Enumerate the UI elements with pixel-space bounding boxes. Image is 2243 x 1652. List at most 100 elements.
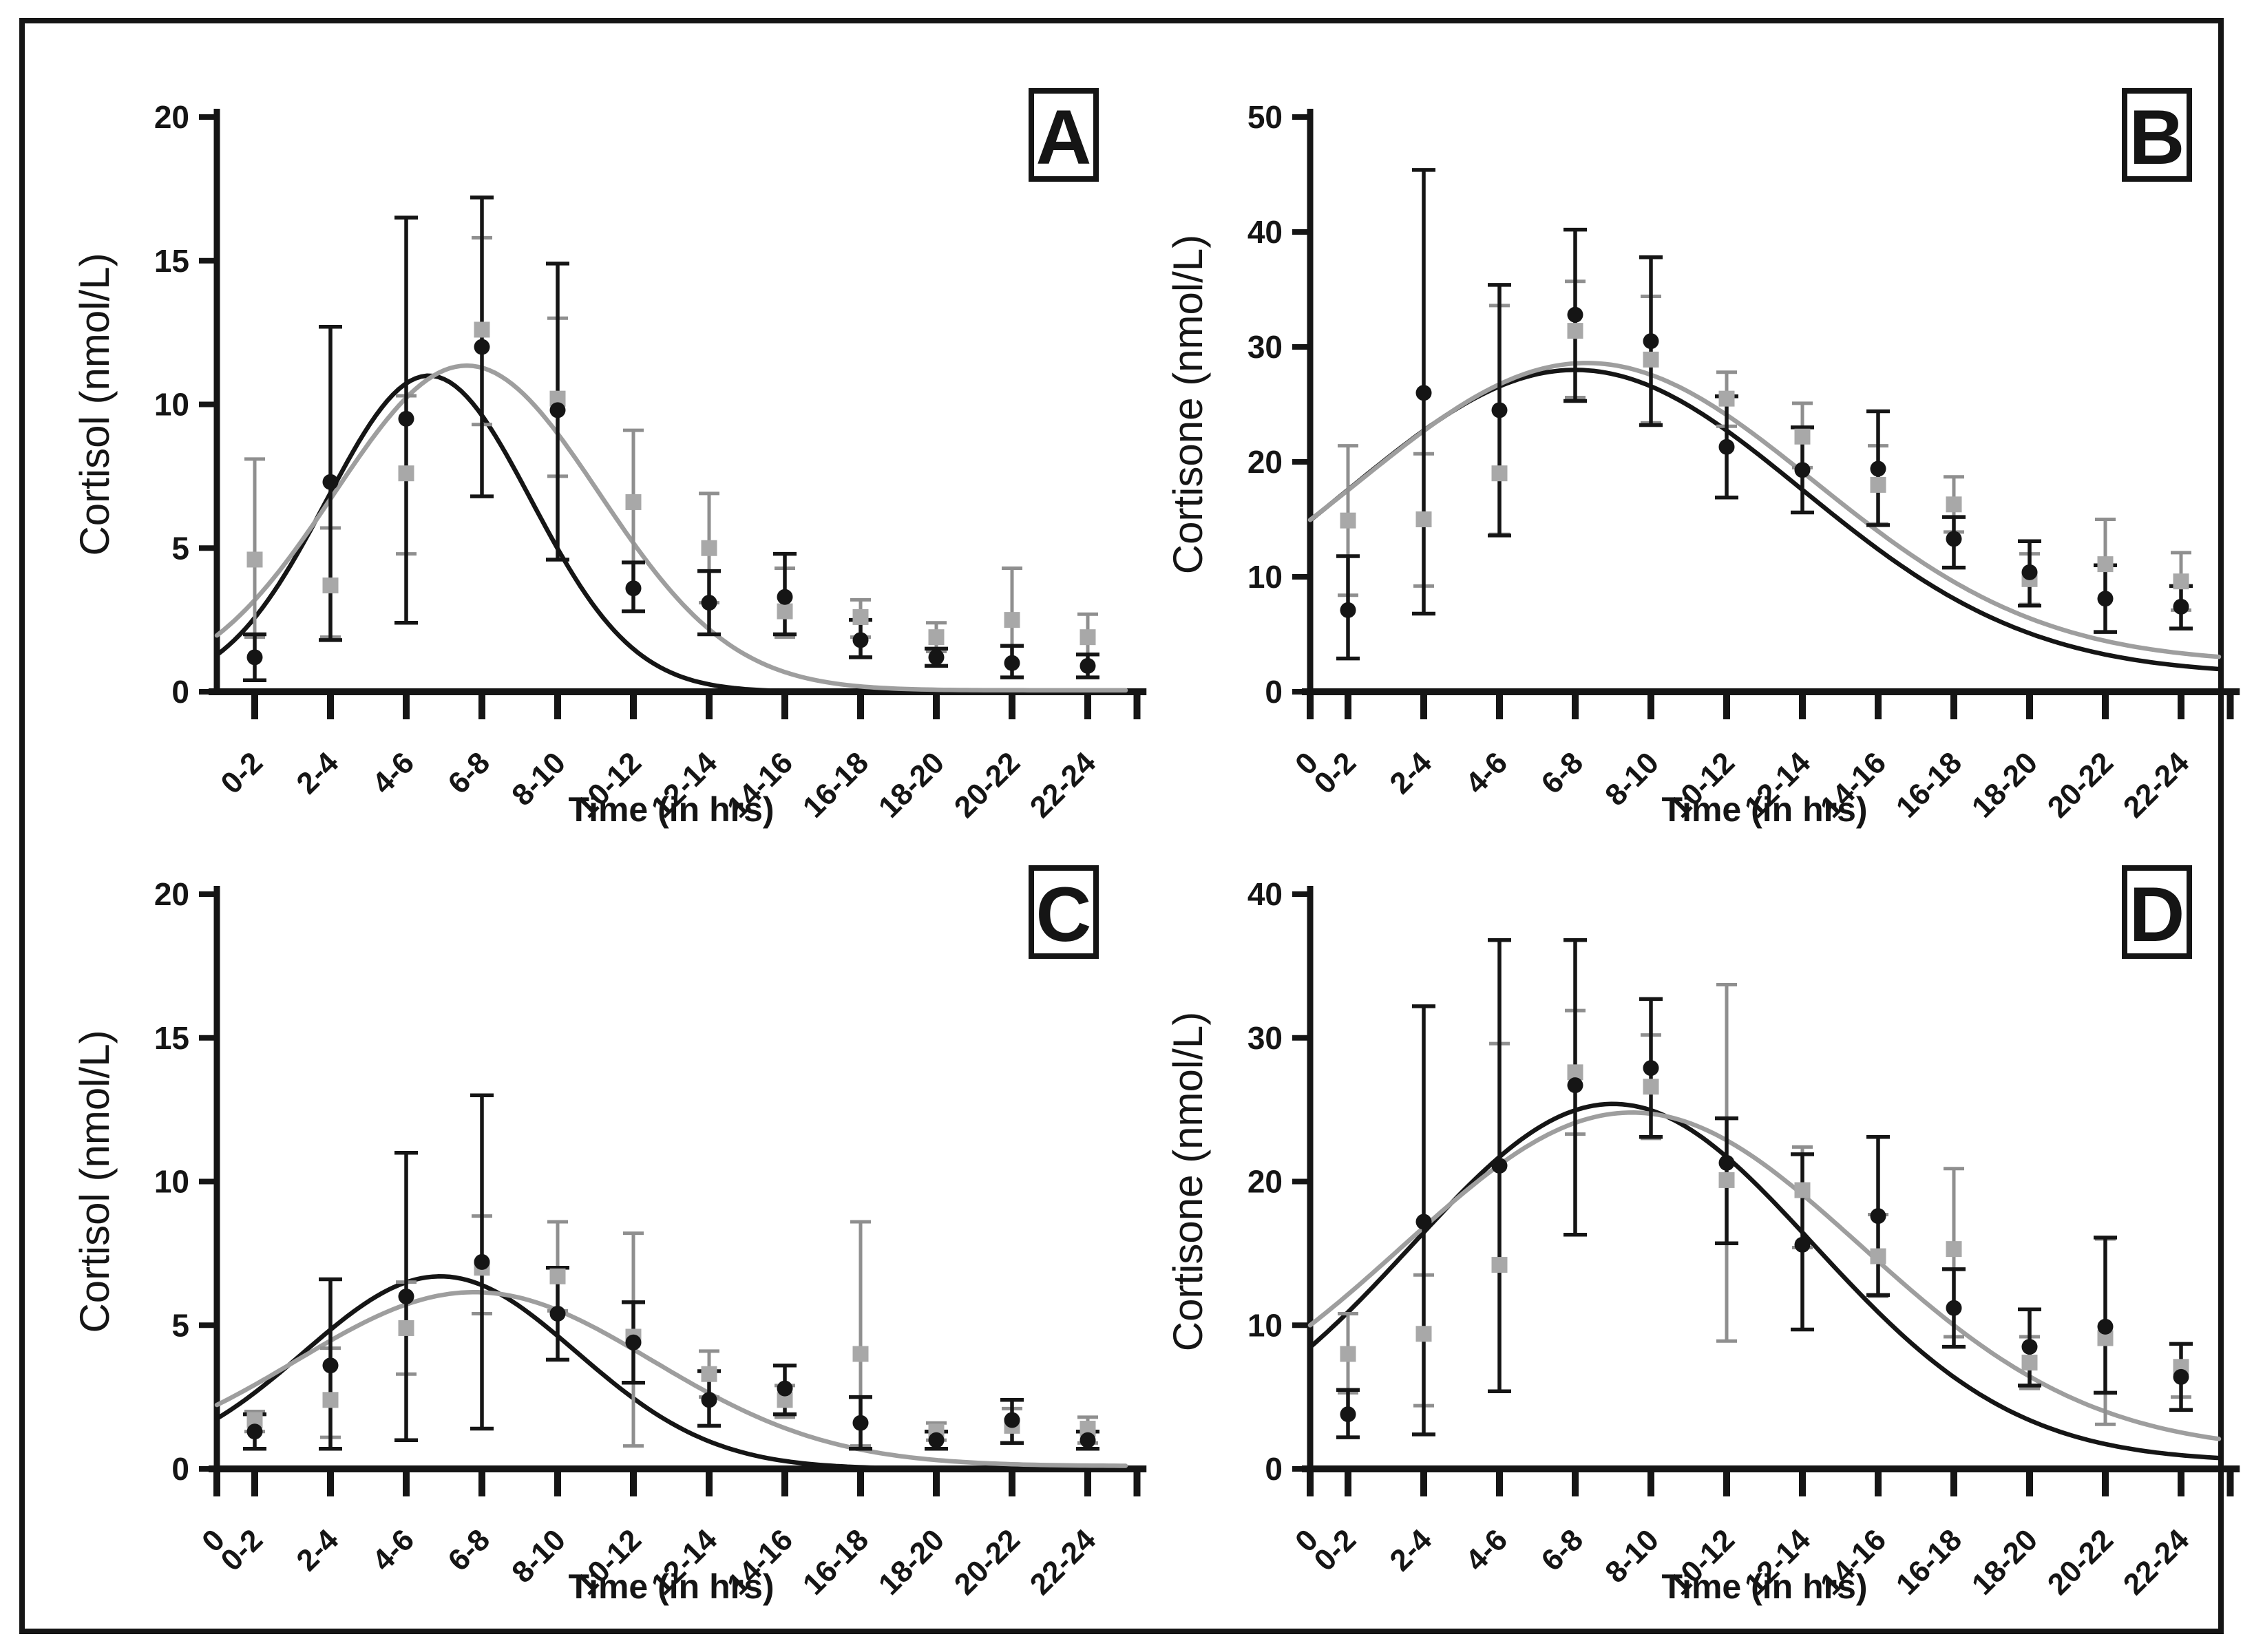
marker-black-circle: [2097, 1318, 2114, 1335]
panel-label-box: [2122, 88, 2192, 182]
marker-gray-square: [398, 1320, 414, 1336]
marker-gray-square: [928, 629, 945, 646]
panel-label: A: [1036, 94, 1092, 180]
marker-gray-square: [549, 1268, 566, 1284]
marker-gray-square: [701, 540, 717, 556]
x-tick-label: 18-20: [872, 745, 951, 824]
marker-gray-square: [1415, 1326, 1432, 1342]
marker-black-circle: [2097, 591, 2114, 607]
marker-gray-square: [1567, 323, 1583, 339]
marker-gray-square: [2097, 1330, 2114, 1346]
x-tick-label: 0-2: [1307, 745, 1362, 801]
marker-black-circle: [1415, 385, 1432, 401]
marker-black-circle: [2173, 598, 2189, 615]
x-tick-label: 16-18: [1890, 745, 1968, 824]
y-tick-label: 15: [154, 1020, 189, 1056]
y-tick-label: 10: [154, 387, 189, 423]
marker-black-circle: [701, 595, 717, 611]
y-tick-label: 15: [154, 243, 189, 279]
y-tick-label: 30: [1247, 1020, 1283, 1056]
panel-a-cortisol: 0 5 10 15 20 0-2 2-4 4-6 6-8 8-10 10-12 12-14 14-16 1…: [69, 48, 1150, 833]
errorbar-black-circles: [2094, 1236, 2117, 1395]
marker-gray-square: [1794, 1182, 1811, 1198]
marker-gray-square: [1870, 476, 1886, 493]
marker-gray-square: [1491, 1257, 1508, 1273]
marker-black-circle: [625, 1334, 642, 1351]
y-tick-label: 20: [1247, 444, 1283, 480]
x-tick-label: 0-2: [1307, 1523, 1362, 1578]
marker-black-circle: [1004, 1412, 1020, 1428]
marker-black-circle: [1080, 1432, 1096, 1448]
marker-black-circle: [1080, 657, 1096, 674]
x-tick-label: 2-4: [290, 1523, 345, 1578]
marker-gray-square: [322, 578, 339, 594]
panel-label-box: [1029, 865, 1099, 959]
marker-gray-square: [852, 608, 869, 625]
x-tick-label: 8-10: [505, 745, 572, 812]
x-tick-label: 18-20: [1966, 1523, 2044, 1601]
y-tick-label: 20: [1247, 1164, 1283, 1200]
y-axis-title: Cortisol (nmol/L): [72, 253, 118, 555]
marker-gray-square: [1080, 629, 1096, 646]
y-tick-label: 0: [171, 674, 189, 710]
marker-black-circle: [2021, 1339, 2038, 1355]
panel-label: B: [2129, 94, 2185, 180]
marker-black-circle: [852, 632, 869, 648]
y-tick-label: 40: [1247, 214, 1283, 250]
marker-black-circle: [1794, 462, 1811, 478]
marker-gray-square: [246, 551, 263, 568]
marker-gray-square: [1718, 390, 1735, 407]
marker-black-circle: [1643, 1060, 1659, 1077]
panel-b-cortisone: 0 10 20 30 40 50 0 0-2 2-4 4-6 6-8 8-10 10-12 12-14 14…: [1162, 48, 2243, 833]
x-tick-label: 8-10: [1599, 745, 1665, 812]
x-tick-label: 20-22: [948, 745, 1026, 824]
marker-gray-square: [1080, 1421, 1096, 1437]
marker-black-circle: [1340, 602, 1356, 618]
y-tick-label: 0: [1265, 1451, 1283, 1487]
marker-black-circle: [928, 1432, 945, 1448]
marker-gray-square: [1491, 465, 1508, 482]
y-tick-label: 0: [171, 1451, 189, 1487]
marker-black-circle: [852, 1415, 869, 1431]
marker-black-circle: [1004, 655, 1020, 671]
marker-black-circle: [1718, 1154, 1735, 1171]
x-tick-label: 0-2: [214, 745, 269, 801]
marker-gray-square: [1643, 351, 1659, 368]
marker-gray-square: [246, 1412, 263, 1428]
marker-black-circle: [777, 589, 793, 605]
panel-label: D: [2129, 871, 2185, 957]
marker-black-circle: [1340, 1406, 1356, 1423]
x-tick-label: 22-24: [2117, 745, 2196, 825]
marker-gray-square: [701, 1366, 717, 1382]
marker-black-circle: [549, 402, 566, 419]
marker-black-circle: [1870, 460, 1886, 477]
marker-black-circle: [701, 1392, 717, 1408]
marker-gray-square: [1946, 496, 1962, 513]
panel-d-cortisone: 0 10 20 30 40 0 0-2 2-4 4-6 6-8 8-10 10-12 12-14 14-1…: [1162, 825, 2243, 1610]
x-tick-label: 20-22: [2041, 1523, 2120, 1601]
curve-gray-fit: [1307, 361, 2222, 659]
x-tick-label: 4-6: [366, 1523, 421, 1578]
marker-gray-square: [1567, 1064, 1583, 1081]
marker-gray-square: [1340, 1346, 1356, 1362]
marker-gray-square: [474, 321, 490, 338]
x-tick-label: 0-2: [214, 1523, 269, 1578]
curve-black-fit: [214, 373, 1128, 695]
x-tick-label: 20-22: [2041, 745, 2120, 824]
y-tick-label: 30: [1247, 329, 1283, 365]
y-tick-label: 40: [1247, 876, 1283, 912]
marker-black-circle: [1946, 1300, 1962, 1316]
y-tick-label: 10: [154, 1164, 189, 1200]
marker-gray-square: [1415, 511, 1432, 527]
marker-black-circle: [322, 1357, 339, 1374]
panel-label-box: [1029, 88, 1099, 182]
x-tick-label: 8-10: [1599, 1523, 1665, 1589]
marker-black-circle: [474, 339, 490, 355]
marker-black-circle: [1415, 1214, 1432, 1230]
panel-label-box: [2122, 865, 2192, 959]
marker-gray-square: [2173, 573, 2189, 590]
marker-black-circle: [246, 649, 263, 666]
marker-black-circle: [2021, 564, 2038, 580]
